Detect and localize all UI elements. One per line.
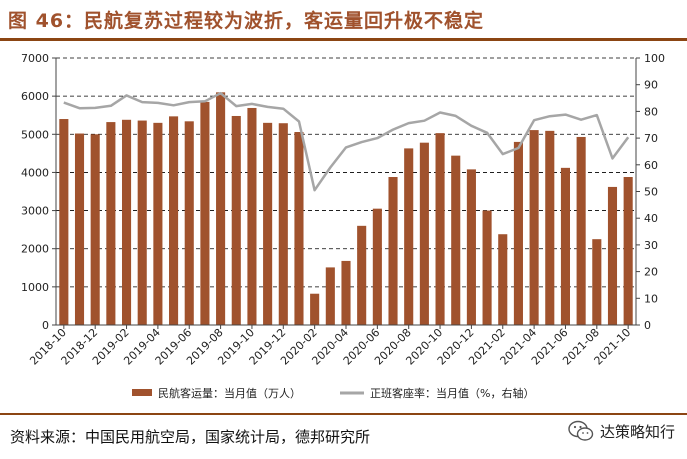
legend-label-bar: 民航客运量：当月值（万人） bbox=[158, 386, 301, 400]
page-title: 图 46：民航复苏过程较为波折，客运量回升极不稳定 bbox=[8, 10, 485, 32]
bar bbox=[498, 234, 508, 325]
x-axis-ticks: 2018-102018-122019-022019-042019-062019-… bbox=[27, 325, 633, 368]
bar bbox=[482, 210, 492, 325]
bar bbox=[263, 122, 273, 325]
y-left-tick-label: 6000 bbox=[21, 90, 49, 103]
y-right-tick-label: 20 bbox=[644, 266, 658, 279]
bar bbox=[513, 141, 523, 325]
y-right-tick-label: 70 bbox=[644, 132, 658, 145]
bar bbox=[106, 122, 116, 325]
y-right-tick-label: 60 bbox=[644, 159, 658, 172]
y-left-tick-label: 2000 bbox=[21, 243, 49, 256]
y-left-tick-label: 1000 bbox=[21, 281, 49, 294]
y-right-tick-label: 80 bbox=[644, 105, 658, 118]
y-right-tick-label: 10 bbox=[644, 292, 658, 305]
y-right-tick-label: 90 bbox=[644, 79, 658, 92]
load-factor-line bbox=[63, 91, 630, 192]
y-left-tick-label: 0 bbox=[42, 319, 49, 332]
footer-rule bbox=[0, 413, 687, 415]
brand-name: 达策略知行 bbox=[599, 422, 675, 441]
legend-label-line: 正班客座率：当月值（%，右轴） bbox=[370, 386, 534, 400]
y-left-tick-label: 3000 bbox=[21, 205, 49, 218]
y-right-tick-label: 0 bbox=[644, 319, 651, 332]
bar bbox=[90, 134, 100, 325]
source-note: 资料来源：中国民用航空局，国家统计局，德邦研究所 bbox=[10, 428, 371, 446]
line-series bbox=[63, 91, 630, 192]
bar bbox=[294, 131, 304, 325]
bar bbox=[216, 92, 226, 325]
brand: 达策略知行 bbox=[568, 420, 675, 442]
bar bbox=[560, 167, 571, 325]
bar bbox=[341, 260, 351, 325]
bar bbox=[357, 225, 367, 325]
y-left-tick-label: 7000 bbox=[21, 52, 49, 65]
bar bbox=[545, 130, 555, 325]
y-right-tick-label: 50 bbox=[644, 186, 658, 199]
bar bbox=[372, 208, 382, 325]
bar bbox=[74, 133, 85, 325]
bar bbox=[466, 169, 476, 325]
bar bbox=[200, 101, 210, 325]
bar bbox=[419, 142, 429, 325]
gridlines bbox=[56, 57, 636, 288]
legend: 民航客运量：当月值（万人） 正班客座率：当月值（%，右轴） bbox=[132, 386, 534, 400]
bar bbox=[153, 122, 163, 325]
wechat-icon bbox=[568, 420, 594, 441]
bar bbox=[388, 177, 398, 325]
y-right-tick-label: 100 bbox=[644, 52, 665, 65]
bar bbox=[137, 120, 147, 325]
bar bbox=[310, 293, 320, 325]
bar bbox=[435, 133, 445, 325]
y-axis-left-ticks: 0 1000 2000 3000 4000 5000 6000 7000 bbox=[21, 52, 56, 332]
bar bbox=[592, 239, 602, 325]
bar bbox=[247, 107, 257, 326]
bar bbox=[607, 186, 618, 325]
bar bbox=[529, 130, 539, 325]
bar bbox=[325, 267, 335, 325]
y-left-tick-label: 5000 bbox=[21, 128, 49, 141]
chart: 0 1000 2000 3000 4000 5000 6000 7000 0 10 20 30 40 5… bbox=[21, 52, 665, 400]
y-left-tick-label: 4000 bbox=[21, 166, 49, 179]
bar-series bbox=[59, 92, 633, 326]
y-axis-right-ticks: 0 10 20 30 40 50 60 70 80 90 100 bbox=[636, 52, 665, 332]
legend-swatch-bar bbox=[132, 389, 152, 396]
bar bbox=[404, 148, 414, 325]
bar bbox=[169, 116, 179, 325]
bar bbox=[576, 136, 586, 325]
bar bbox=[59, 119, 69, 326]
bar bbox=[451, 155, 461, 325]
title-rule bbox=[0, 38, 687, 41]
bar bbox=[184, 121, 194, 326]
y-right-tick-label: 30 bbox=[644, 239, 658, 252]
bar bbox=[278, 123, 288, 325]
bar bbox=[121, 119, 132, 325]
bar bbox=[231, 115, 241, 325]
bar bbox=[623, 177, 633, 325]
y-right-tick-label: 40 bbox=[644, 212, 658, 225]
